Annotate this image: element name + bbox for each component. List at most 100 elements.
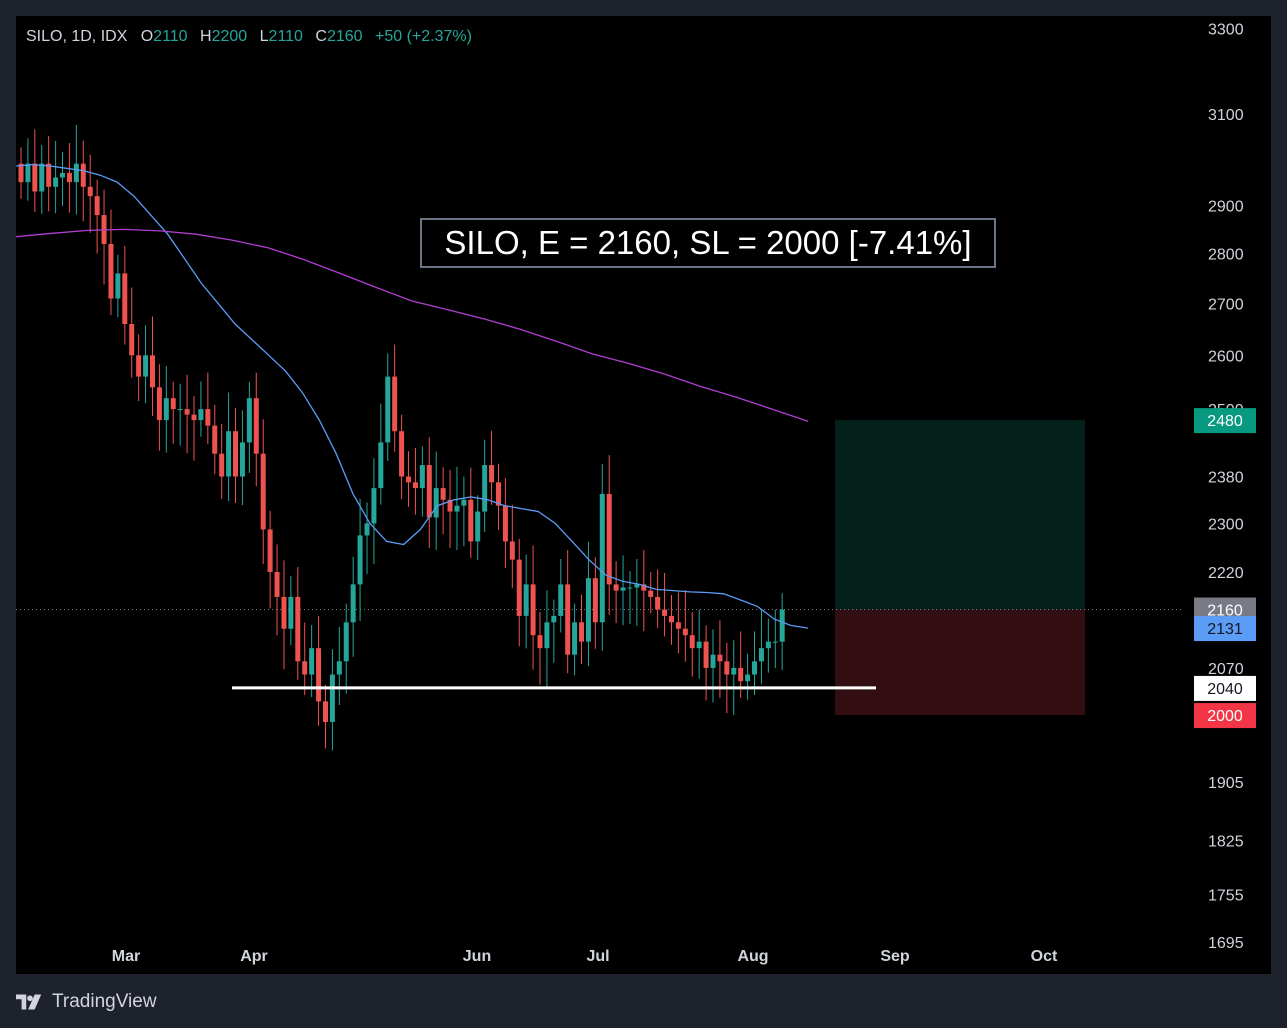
stop-zone — [835, 609, 1085, 716]
chart-frame: 1695175518251905207022202300238025002600… — [16, 16, 1271, 974]
candle-body — [461, 499, 467, 506]
candle-body — [710, 654, 716, 668]
candle-body — [468, 499, 474, 542]
candle-body — [696, 641, 702, 649]
candle-body — [66, 172, 72, 183]
symbol-legend: SILO, 1D, IDX O2110 H2200 L2110 C2160 +5… — [26, 28, 472, 46]
price-tag — [1194, 616, 1256, 642]
candle-body — [350, 584, 356, 623]
candle-body — [558, 584, 564, 616]
candle-body — [592, 578, 598, 623]
candle-body — [371, 488, 377, 524]
candle-body — [717, 654, 723, 662]
candle-body — [482, 465, 488, 512]
candle-body — [585, 578, 591, 642]
candle-body — [724, 661, 730, 675]
price-tag-label: 2480 — [1207, 413, 1243, 430]
candle-body — [322, 701, 328, 722]
candle-body — [385, 376, 391, 443]
ma-slow-line — [16, 228, 809, 422]
price-tag — [1194, 675, 1256, 701]
candle-body — [149, 355, 155, 388]
candle-body — [509, 541, 515, 560]
candle-body — [302, 661, 308, 675]
candle-body — [641, 584, 647, 591]
candle-body — [94, 196, 100, 216]
legend-low-label: L — [259, 28, 269, 45]
legend-open: 2110 — [153, 28, 188, 45]
candle-body — [426, 465, 432, 518]
candle-body — [419, 465, 425, 489]
legend-close: 2160 — [326, 28, 363, 45]
x-tick-label: Mar — [112, 948, 140, 965]
y-tick-label: 1755 — [1208, 887, 1244, 904]
candle-body — [87, 186, 93, 197]
y-tick-label: 3100 — [1208, 107, 1244, 124]
candle-body — [295, 596, 301, 662]
candle-body — [329, 674, 335, 722]
candle-body — [530, 584, 536, 636]
candle-body — [18, 163, 24, 183]
candle-body — [343, 622, 349, 662]
y-tick-label: 1825 — [1208, 834, 1244, 851]
target-zone — [835, 420, 1085, 610]
candle-body — [80, 163, 86, 187]
candle-body — [516, 559, 522, 616]
chart-canvas[interactable]: 1695175518251905207022202300238025002600… — [16, 16, 1271, 974]
candle-body — [765, 641, 771, 649]
candle-body — [274, 571, 280, 597]
candle-body — [752, 661, 758, 675]
candle-body — [281, 596, 287, 629]
y-tick-label: 2600 — [1208, 348, 1244, 365]
ma-fast-line — [16, 163, 809, 629]
y-tick-label: 2900 — [1208, 199, 1244, 216]
candle-body — [655, 596, 661, 610]
candle-body — [378, 442, 384, 489]
candle-body — [406, 476, 412, 483]
candle-body — [212, 425, 218, 454]
candle-body — [219, 453, 225, 477]
legend-high: 2200 — [211, 28, 248, 45]
y-tick-label: 2220 — [1208, 565, 1244, 582]
candle-body — [703, 641, 709, 668]
legend-low: 2110 — [268, 28, 303, 45]
candle-body — [156, 387, 162, 421]
x-tick-label: Aug — [737, 948, 768, 965]
candle-body — [267, 529, 273, 572]
candle-body — [579, 622, 585, 642]
candle-body — [316, 648, 322, 702]
candle-body — [136, 355, 142, 377]
candle-body — [253, 398, 259, 454]
candle-body — [115, 273, 121, 299]
candle-body — [440, 488, 446, 500]
footer: TradingView — [16, 988, 157, 1016]
legend-symbol: SILO, 1D, IDX — [26, 28, 128, 45]
tradingview-logo-icon[interactable] — [16, 992, 44, 1012]
candle-body — [336, 661, 342, 675]
candle-body — [191, 414, 197, 421]
candle-body — [758, 648, 764, 662]
candle-body — [122, 273, 128, 325]
candle-body — [648, 590, 654, 597]
trade-annotation[interactable]: SILO, E = 2160, SL = 2000 [-7.41%] — [420, 218, 996, 268]
y-tick-label: 2070 — [1208, 661, 1244, 678]
price-tag-label: 2000 — [1207, 708, 1243, 725]
candle-body — [682, 628, 688, 636]
candle-body — [433, 488, 439, 518]
candle-body — [662, 609, 668, 616]
candle-body — [606, 493, 612, 585]
candle-body — [475, 511, 481, 542]
candle-body — [772, 641, 778, 643]
candle-body — [689, 635, 695, 649]
candle-body — [544, 622, 550, 649]
candle-body — [613, 584, 619, 591]
candle-body — [288, 596, 294, 629]
candle-body — [357, 535, 363, 585]
brand-name[interactable]: TradingView — [52, 991, 157, 1012]
price-tag-label: 2040 — [1207, 681, 1243, 698]
candle-body — [495, 482, 501, 506]
candle-body — [205, 409, 211, 426]
candle-body — [129, 324, 135, 356]
candle-body — [260, 453, 266, 530]
candle-body — [634, 584, 640, 588]
